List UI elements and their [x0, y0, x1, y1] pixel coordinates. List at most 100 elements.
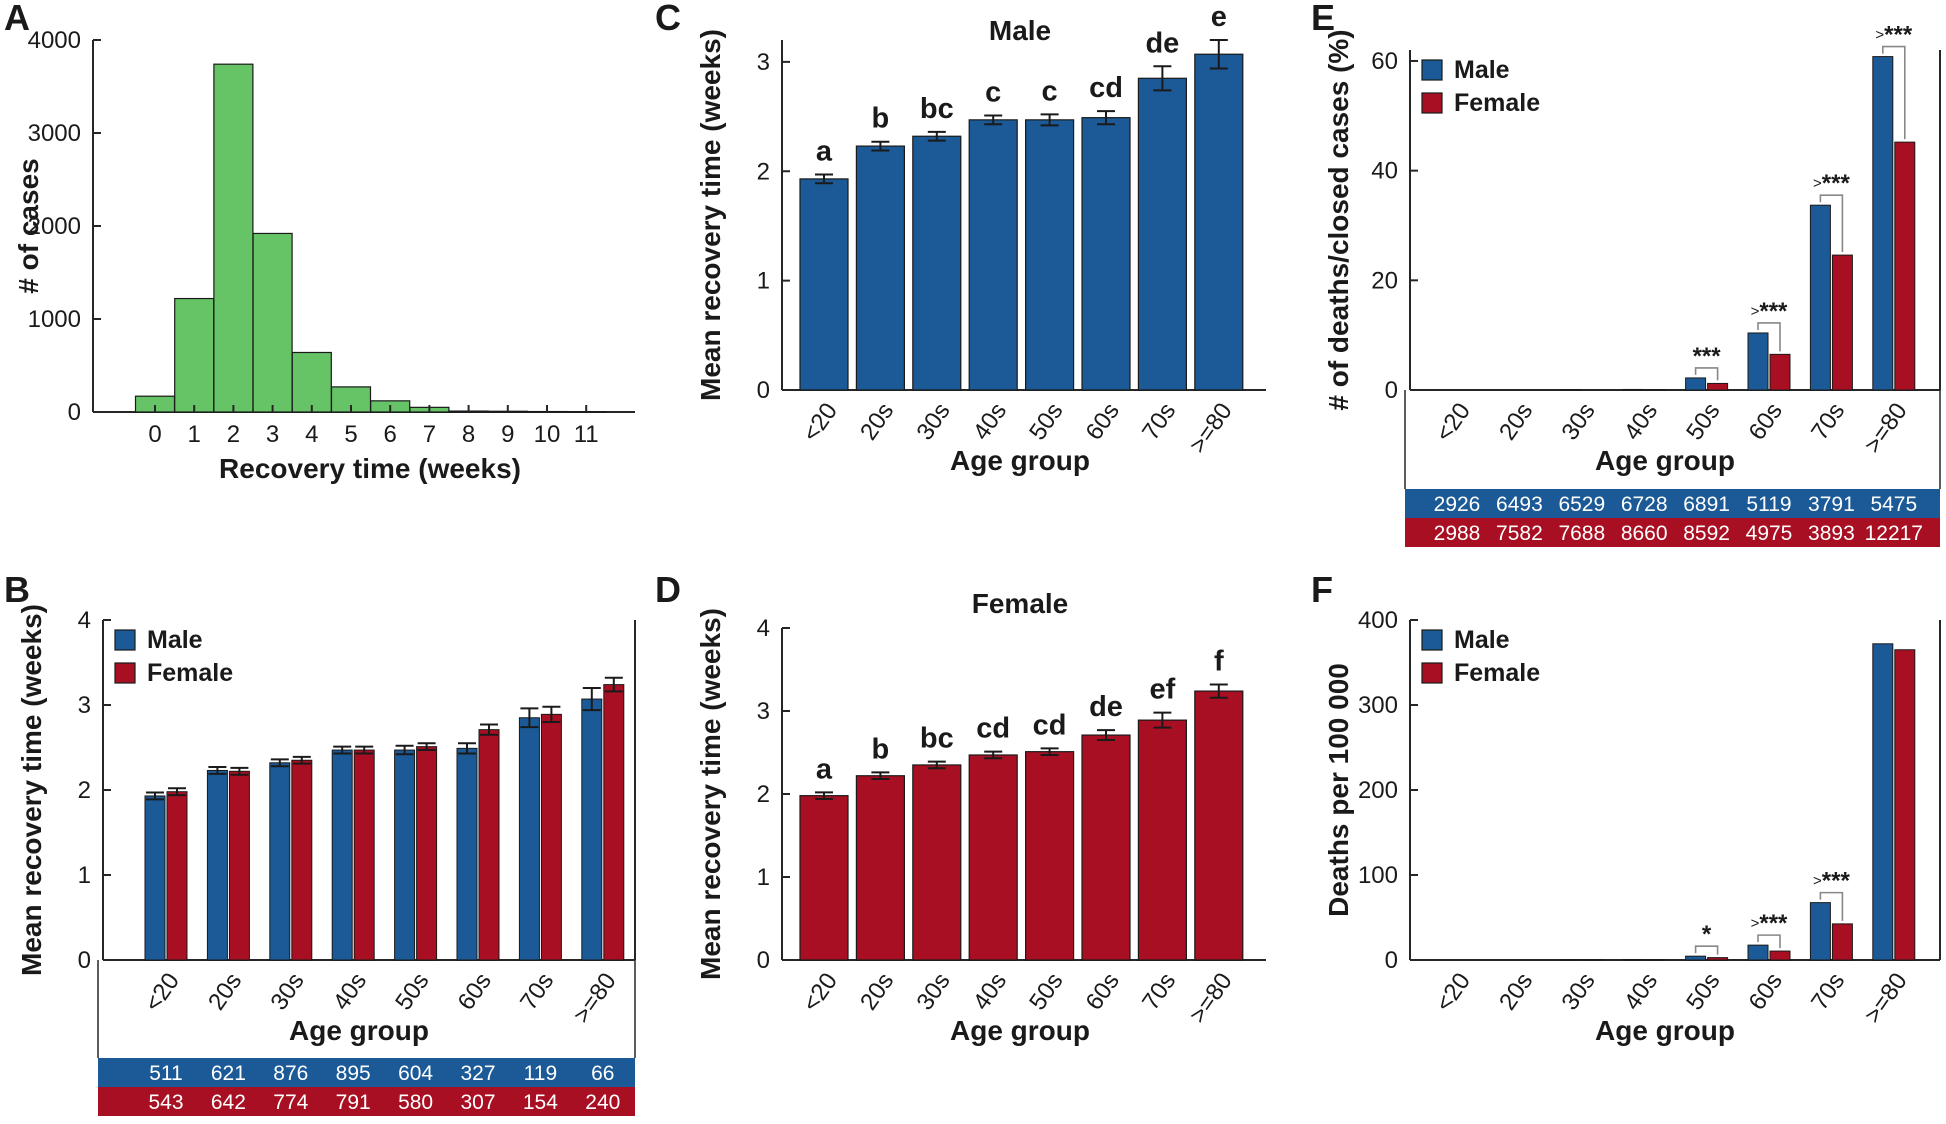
significance-bracket — [1694, 945, 1719, 955]
x-tick-label: 70s — [1806, 968, 1850, 1015]
table-row-male — [98, 1058, 635, 1087]
significance-label: >*** — [1813, 170, 1850, 197]
x-tick-label: 30s — [911, 968, 955, 1015]
grouped-bar-death-rate: 0 20 40 60 # of deaths/closed cases (%) *** >*… — [1323, 22, 1941, 547]
y-tick-label: 1 — [78, 862, 91, 889]
y-tick-label: 40 — [1371, 158, 1398, 185]
table-cell-male: 2926 — [1434, 493, 1481, 516]
table-cell-female: 642 — [211, 1091, 246, 1114]
table-cell-female: 774 — [273, 1091, 308, 1114]
bar-male — [269, 762, 291, 961]
bar-male — [1685, 377, 1707, 391]
y-tick-label: 1 — [757, 864, 770, 891]
table-cell-female: 8592 — [1683, 522, 1730, 545]
x-tick-label: >=80 — [568, 968, 622, 1028]
x-tick-label: 7 — [423, 421, 436, 448]
bar-female — [166, 791, 188, 961]
x-axis-title: Age group — [950, 1015, 1090, 1046]
x-axis-title: Age group — [1595, 1015, 1735, 1046]
panel-f: F 0 100 200 300 400 Deaths per 100 000 * >*** >*… — [1311, 569, 1941, 1046]
significance-label: >*** — [1875, 22, 1912, 49]
bar-male — [1622, 958, 1644, 961]
x-tick-label: 40s — [1619, 968, 1663, 1015]
table-cell-male: 3791 — [1808, 493, 1855, 516]
group-letter-label: cd — [1033, 709, 1067, 741]
legend-swatch-male — [1421, 59, 1443, 81]
legend-label-male: Male — [1454, 626, 1510, 654]
grouped-bar-recovery-by-sex: 0 1 2 3 4 Mean recovery time (weeks) <20 20s 30s… — [16, 604, 636, 1116]
bar-female — [1831, 923, 1853, 961]
y-tick-label: 4 — [78, 607, 91, 634]
x-tick-label: <20 — [1430, 398, 1475, 447]
x-tick-label: 50s — [1681, 968, 1725, 1015]
bar-female — [228, 770, 250, 961]
table-row-female — [98, 1087, 635, 1116]
legend-label-female: Female — [1454, 659, 1540, 687]
chart-title: Female — [972, 588, 1069, 619]
bar — [1194, 53, 1244, 391]
y-axis-title: Mean recovery time (weeks) — [695, 608, 726, 980]
significance-bracket — [1757, 322, 1781, 352]
group-letter-label: de — [1089, 691, 1123, 723]
bar-male — [1872, 643, 1894, 961]
table-cell-male: 327 — [460, 1062, 495, 1085]
y-tick-label: 3000 — [28, 120, 81, 147]
x-tick-label: 11 — [574, 421, 599, 448]
x-tick-label: 20s — [1494, 398, 1538, 445]
bar — [855, 775, 906, 961]
table-cell-male: 6891 — [1683, 493, 1730, 516]
x-tick-label: 5 — [344, 421, 357, 448]
panel-letter-f: F — [1311, 569, 1333, 610]
x-tick-label: 20s — [855, 968, 899, 1015]
bar — [1081, 117, 1131, 391]
histogram-bar — [174, 297, 215, 413]
group-letter-label: a — [816, 136, 833, 168]
bar-female — [1769, 950, 1791, 961]
table-cell-female: 307 — [460, 1091, 495, 1114]
bar-female — [1707, 382, 1729, 391]
panel-letter-c: C — [655, 0, 681, 38]
bar — [1024, 751, 1075, 961]
bar — [855, 145, 906, 391]
x-tick-label: >=80 — [1184, 398, 1238, 458]
significance-label: *** — [1693, 343, 1722, 370]
x-tick-label: 40s — [968, 398, 1012, 445]
group-letter-label: a — [816, 753, 833, 785]
y-tick-label: 2 — [757, 158, 770, 185]
x-tick-label: 50s — [390, 968, 434, 1015]
bar-male — [456, 747, 478, 961]
table-row-male — [1405, 489, 1940, 518]
bar — [799, 178, 849, 391]
table-cell-female: 2988 — [1434, 522, 1481, 545]
bar-male — [1747, 332, 1769, 391]
x-axis-title: Recovery time (weeks) — [219, 453, 521, 484]
table-cell-male: 6728 — [1621, 493, 1668, 516]
y-axis-title: Mean recovery time (weeks) — [16, 604, 47, 976]
x-tick-label: 40s — [328, 968, 372, 1015]
table-cell-male: 6493 — [1496, 493, 1543, 516]
y-axis-title: Mean recovery time (weeks) — [695, 29, 726, 401]
x-tick-label: 70s — [1806, 398, 1850, 445]
table-cell-female: 7582 — [1496, 522, 1543, 545]
bar-female — [416, 746, 438, 961]
x-tick-label: 60s — [1081, 398, 1125, 445]
significance-bracket — [1694, 367, 1719, 381]
table-cell-female: 12217 — [1865, 522, 1923, 545]
table-cell-female: 154 — [523, 1091, 558, 1114]
y-tick-label: 400 — [1358, 607, 1398, 634]
x-axis-title: Age group — [289, 1015, 429, 1046]
legend-label-male: Male — [147, 626, 203, 654]
x-tick-label: 70s — [515, 968, 559, 1015]
panel-letter-a: A — [4, 0, 30, 38]
legend-swatch-female — [1421, 92, 1443, 114]
significance-bracket — [1757, 934, 1781, 949]
bar-male — [394, 749, 416, 961]
table-cell-male: 5119 — [1746, 493, 1791, 516]
chart-title: Male — [989, 15, 1051, 46]
significance-label: >*** — [1751, 298, 1788, 325]
x-tick-label: 3 — [266, 421, 279, 448]
bar-male — [206, 769, 228, 961]
y-axis-title: Deaths per 100 000 — [1323, 663, 1354, 917]
table-cell-male: 621 — [211, 1062, 246, 1085]
